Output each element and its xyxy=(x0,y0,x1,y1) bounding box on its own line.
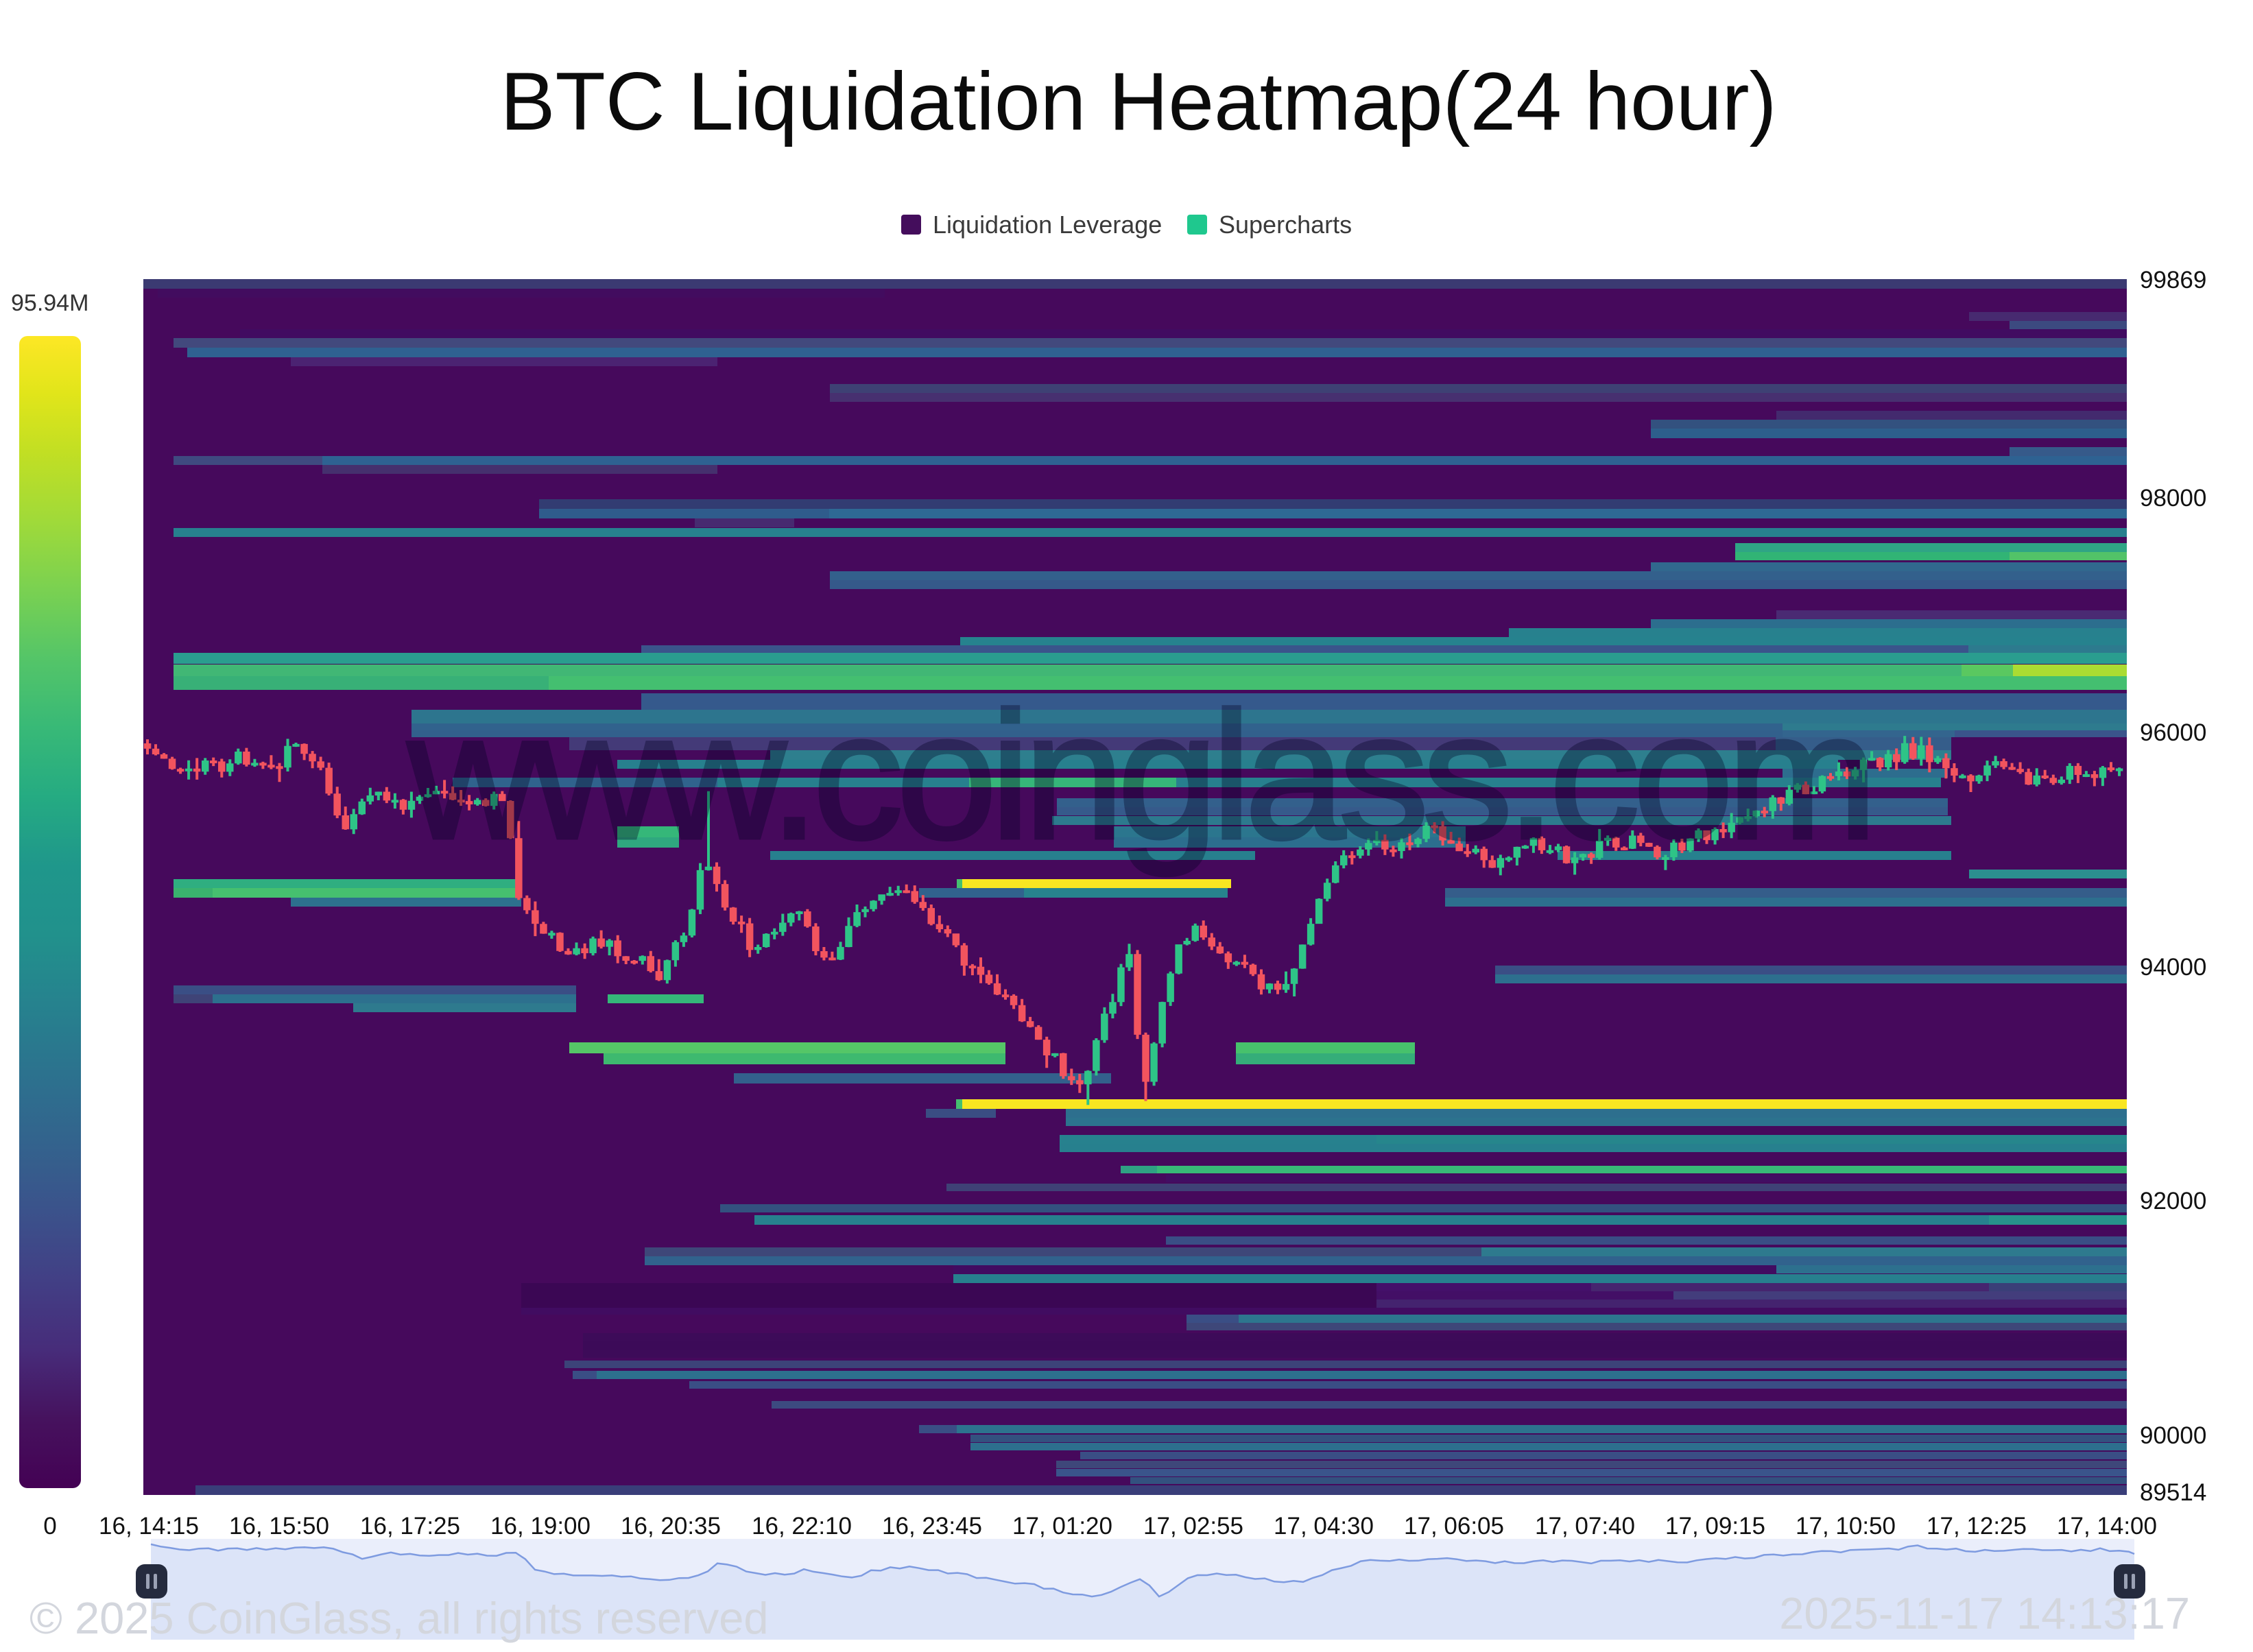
svg-text:95.94M: 95.94M xyxy=(11,290,88,316)
svg-text:16, 17:25: 16, 17:25 xyxy=(360,1513,460,1540)
svg-text:16, 22:10: 16, 22:10 xyxy=(752,1513,852,1540)
svg-text:Supercharts: Supercharts xyxy=(1219,211,1352,239)
svg-text:96000: 96000 xyxy=(2140,719,2206,746)
svg-text:16, 14:15: 16, 14:15 xyxy=(99,1513,199,1540)
svg-text:17, 14:00: 17, 14:00 xyxy=(2057,1513,2157,1540)
svg-text:17, 07:40: 17, 07:40 xyxy=(1535,1513,1635,1540)
svg-text:17, 12:25: 17, 12:25 xyxy=(1927,1513,2027,1540)
svg-text:16, 23:45: 16, 23:45 xyxy=(882,1513,982,1540)
svg-text:92000: 92000 xyxy=(2140,1188,2206,1214)
svg-text:© 2025 CoinGlass, all rights r: © 2025 CoinGlass, all rights reserved xyxy=(29,1593,769,1643)
svg-text:17, 02:55: 17, 02:55 xyxy=(1143,1513,1243,1540)
svg-text:98000: 98000 xyxy=(2140,485,2206,512)
svg-text:2025-11-17 14:13:17: 2025-11-17 14:13:17 xyxy=(1779,1588,2190,1638)
svg-text:17, 01:20: 17, 01:20 xyxy=(1012,1513,1112,1540)
svg-text:16, 20:35: 16, 20:35 xyxy=(621,1513,721,1540)
svg-text:0: 0 xyxy=(43,1513,56,1540)
svg-text:99869: 99869 xyxy=(2140,267,2206,294)
svg-text:BTC Liquidation Heatmap(24 hou: BTC Liquidation Heatmap(24 hour) xyxy=(501,56,1777,147)
svg-text:89514: 89514 xyxy=(2140,1479,2206,1506)
svg-text:17, 09:15: 17, 09:15 xyxy=(1665,1513,1765,1540)
svg-text:94000: 94000 xyxy=(2140,954,2206,981)
svg-text:17, 06:05: 17, 06:05 xyxy=(1404,1513,1504,1540)
svg-text:17, 04:30: 17, 04:30 xyxy=(1274,1513,1374,1540)
svg-text:90000: 90000 xyxy=(2140,1422,2206,1449)
svg-text:17, 10:50: 17, 10:50 xyxy=(1796,1513,1896,1540)
svg-text:www.coinglass.com: www.coinglass.com xyxy=(405,674,1871,878)
svg-text:Liquidation Leverage: Liquidation Leverage xyxy=(933,211,1162,239)
svg-text:16, 19:00: 16, 19:00 xyxy=(490,1513,591,1540)
svg-text:16, 15:50: 16, 15:50 xyxy=(229,1513,329,1540)
